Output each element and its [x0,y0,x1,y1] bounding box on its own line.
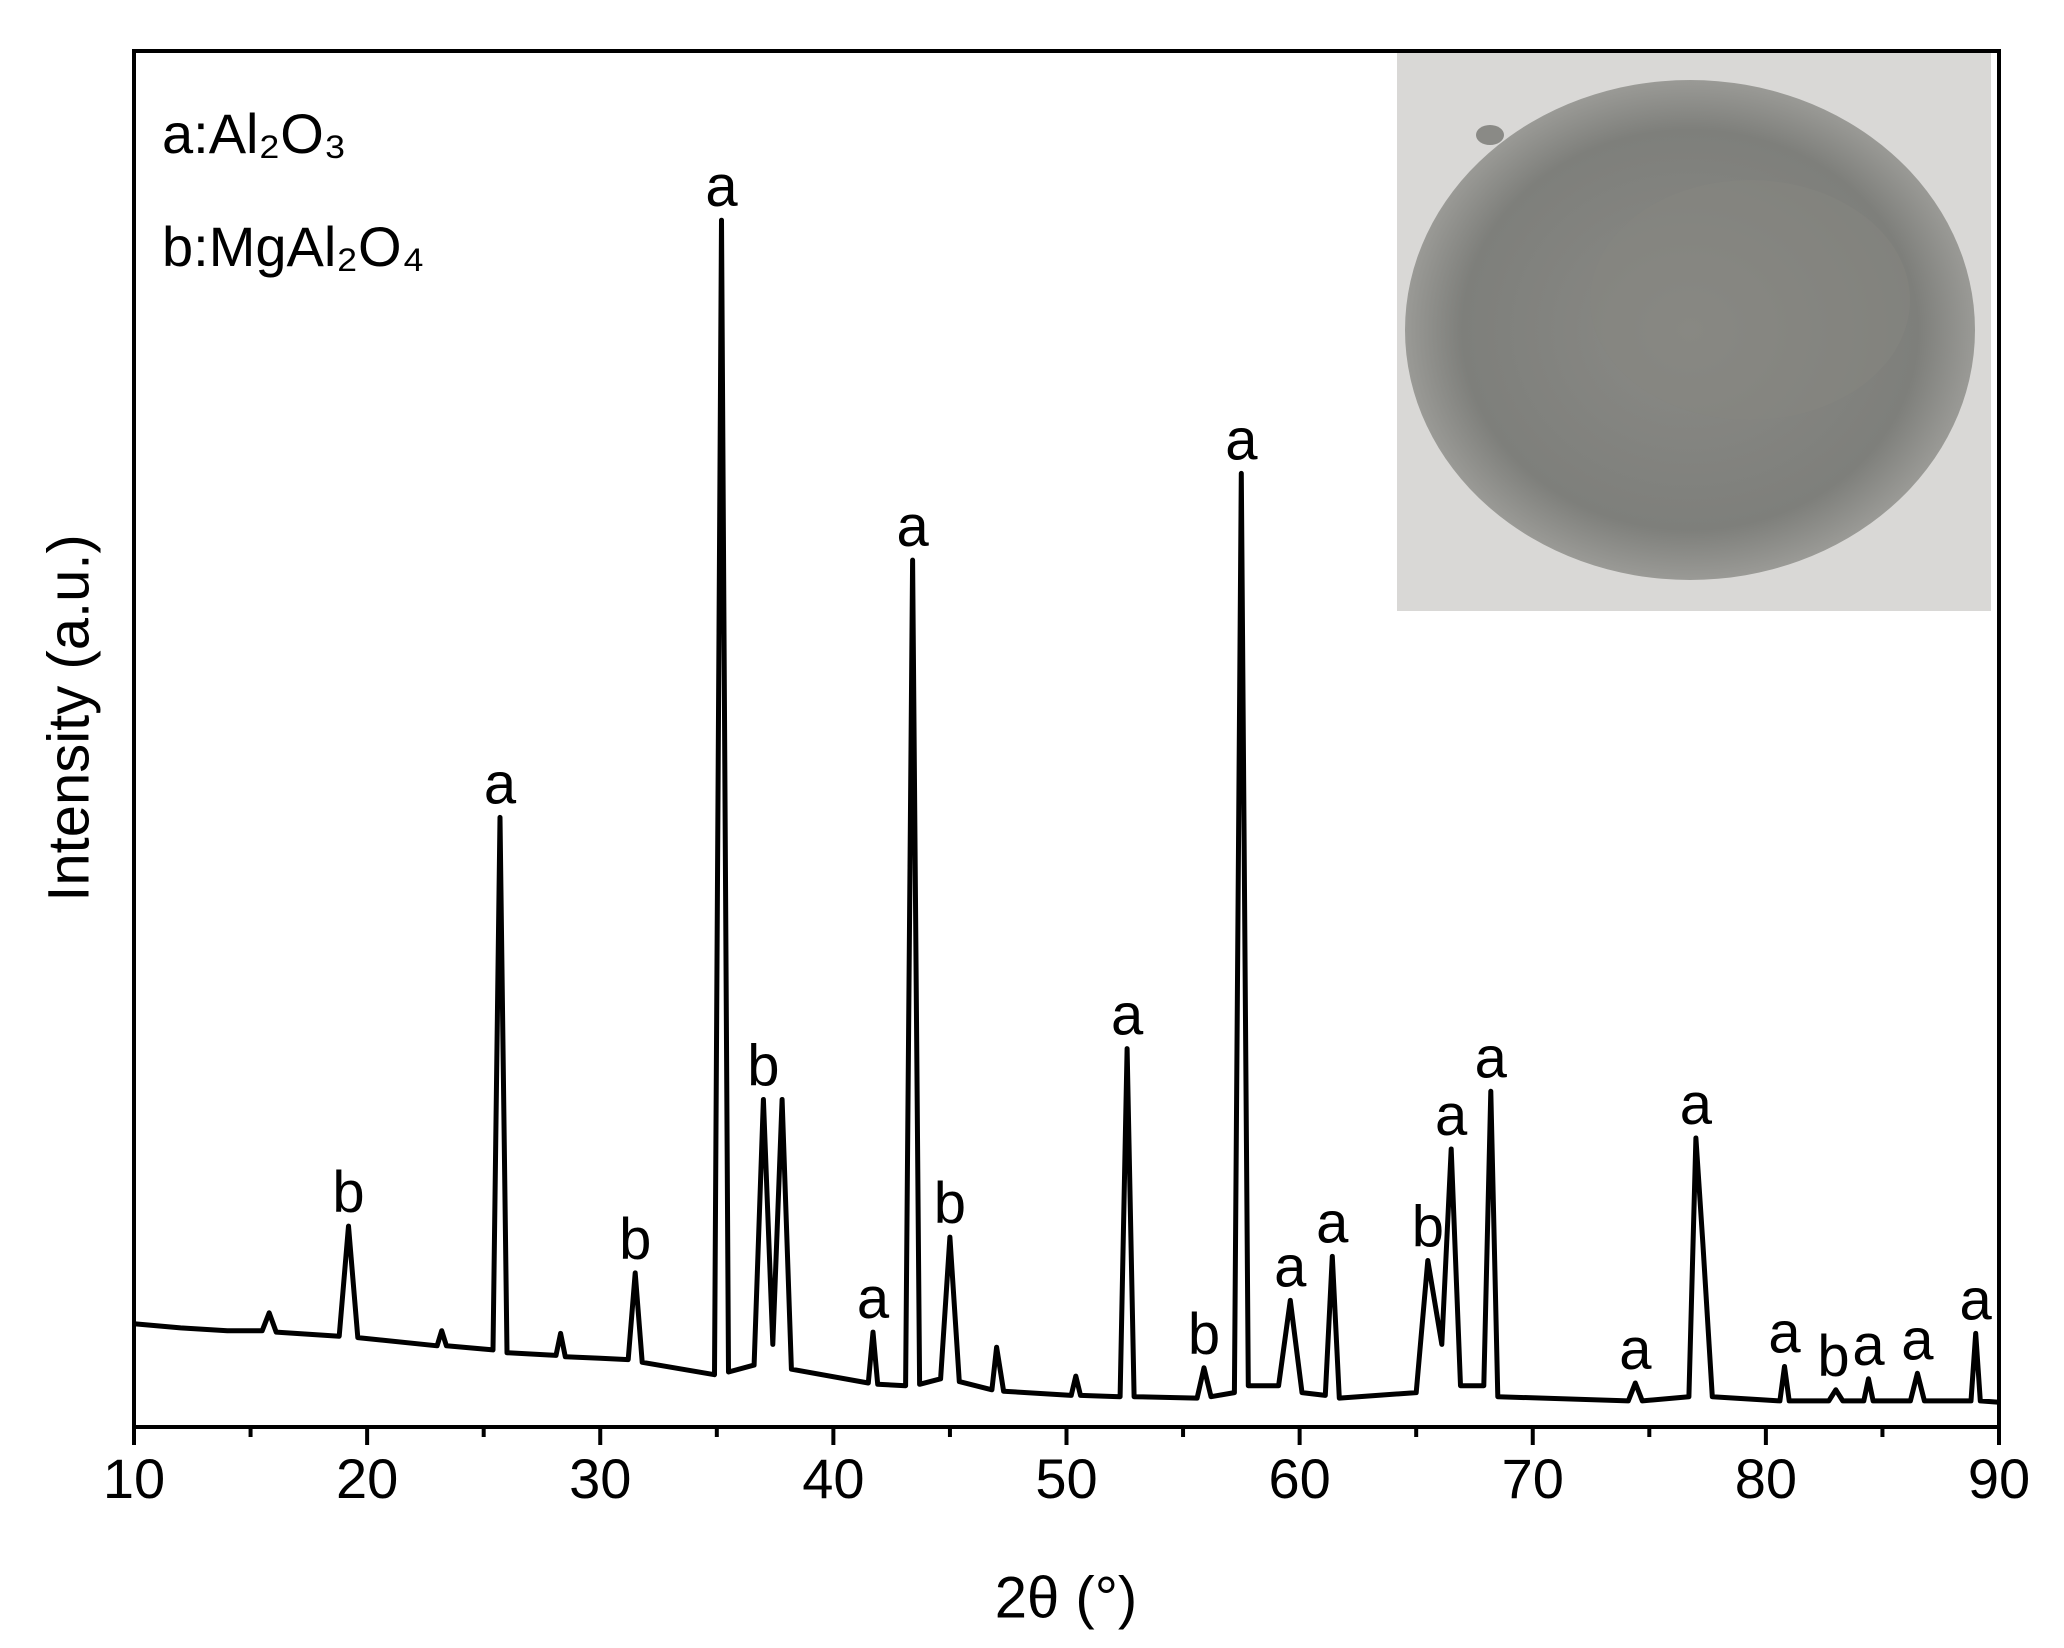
x-tick-label: 10 [103,1447,165,1510]
peak-label: a [1316,1190,1349,1255]
peak-label: a [1901,1307,1934,1372]
peak-label: b [332,1160,364,1225]
peak-label: b [1188,1302,1220,1367]
peak-label: a [1768,1300,1801,1365]
peak-label: a [1852,1313,1885,1378]
peak-label: b [747,1034,779,1099]
y-axis-title: Intensity (a.u.) [36,534,101,901]
peak-label: b [1817,1324,1849,1389]
peak-label: a [1619,1317,1652,1382]
inset-photo [1397,53,1991,611]
peak-label: a [1680,1072,1713,1137]
peak-label: a [1111,983,1144,1048]
x-tick-label: 70 [1502,1447,1564,1510]
peak-label: a [1960,1267,1993,1332]
peak-label: a [484,751,517,816]
peak-label: a [1435,1083,1468,1148]
x-tick-label: 60 [1268,1447,1330,1510]
legend-note: b:MgAl₂O₄ [162,215,424,278]
peak-label: b [934,1171,966,1236]
peak-label: b [1412,1195,1444,1260]
peak-label: a [1475,1025,1508,1090]
x-tick-label: 50 [1035,1447,1097,1510]
peak-label: b [619,1207,651,1272]
peak-label: a [1274,1234,1307,1299]
peak-label: a [705,154,738,219]
x-axis-title: 2θ (°) [995,1565,1137,1630]
x-tick-label: 40 [802,1447,864,1510]
peak-label: a [897,494,930,559]
x-tick-label: 90 [1968,1447,2030,1510]
x-tick-label: 80 [1735,1447,1797,1510]
legend-note: a:Al₂O₃ [162,102,347,165]
x-tick-label: 20 [336,1447,398,1510]
x-tick-label: 30 [569,1447,631,1510]
data-line [133,217,2000,1405]
peak-label: a [1225,407,1258,472]
plot-area [133,217,2000,1405]
peak-label: a [857,1266,890,1331]
